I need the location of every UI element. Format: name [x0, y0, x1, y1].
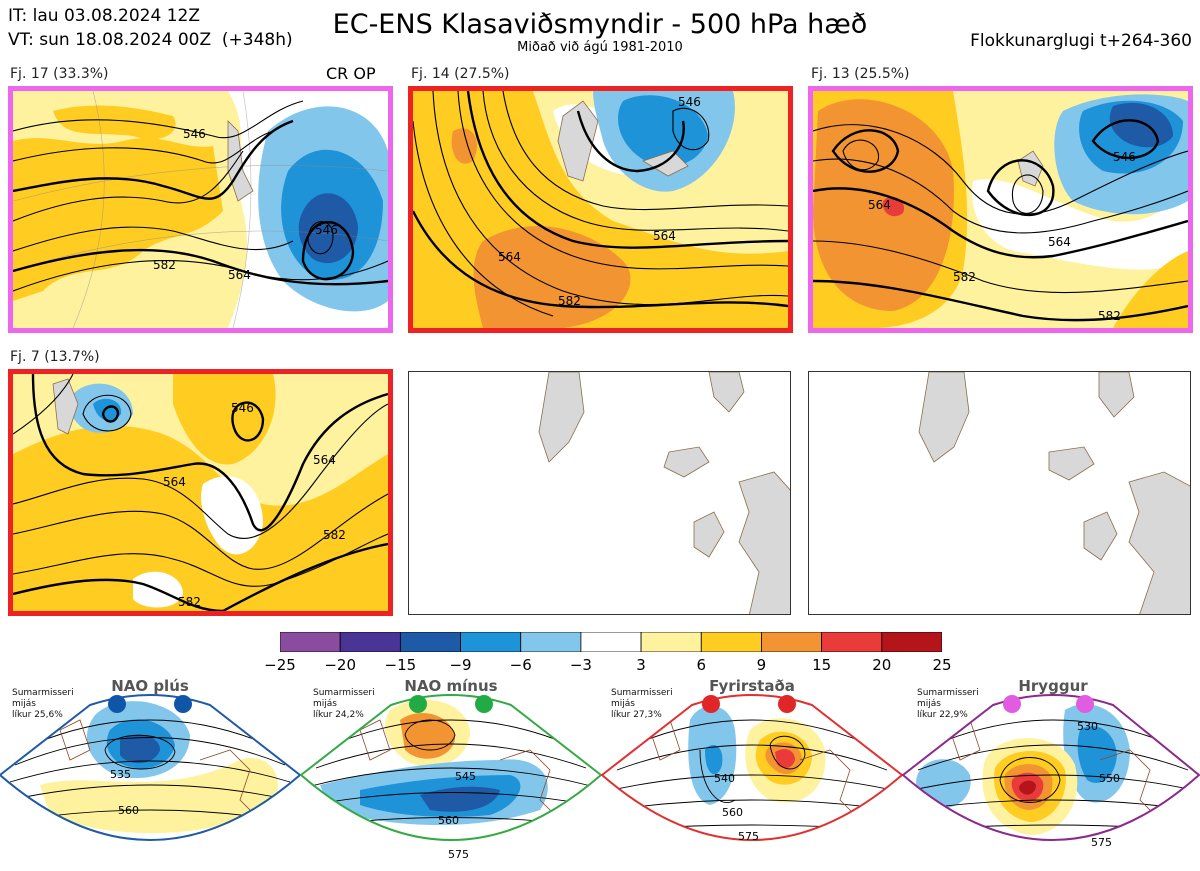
empty-map-1 — [408, 371, 791, 615]
regime-1-title: NAO plús — [111, 677, 189, 695]
regime-1-info: Sumarmisseri mijás líkur 25,6% — [12, 688, 74, 720]
contour-label: 564 — [498, 250, 521, 264]
contour-label: 545 — [455, 770, 476, 783]
regime-4-title: Hryggur — [1018, 677, 1088, 695]
colorbar-tick-label: −6 — [509, 656, 532, 674]
contour-label: 564 — [313, 453, 336, 467]
valid-time: VT: sun 18.08.2024 00Z (+348h) — [8, 30, 293, 50]
contour-label: 575 — [738, 830, 759, 843]
colorbar-segment — [580, 631, 642, 653]
regime-3-dot — [702, 695, 720, 713]
cluster-1-label: Fj. 17 (33.3%) — [10, 66, 109, 82]
regime-2-info: Sumarmisseri mijás líkur 24,2% — [313, 688, 375, 720]
regime-2-title: NAO mínus — [404, 677, 498, 695]
regime-1-dot — [174, 695, 192, 713]
colorbar-tick-label: 20 — [872, 656, 892, 674]
cluster-4-map: 564 564 582 582 546 — [8, 369, 393, 616]
contour-label: 564 — [228, 268, 251, 282]
regime-3-info: Sumarmisseri mijás líkur 27,3% — [611, 688, 673, 720]
colorbar-segment — [460, 631, 522, 653]
colorbar — [279, 631, 943, 653]
contour-label: 550 — [1099, 772, 1120, 785]
contour-label: 546 — [315, 223, 338, 237]
regime-2-dot — [409, 695, 427, 713]
colorbar-segment — [279, 631, 341, 653]
page-title: EC-ENS Klasaviðsmyndir - 500 hPa hæð — [332, 9, 868, 40]
contour-label: 564 — [868, 198, 891, 212]
init-time: IT: lau 03.08.2024 12Z — [8, 6, 200, 26]
colorbar-segment — [399, 631, 461, 653]
colorbar-segment — [520, 631, 582, 653]
contour-label: 560 — [118, 804, 139, 817]
cluster-3-map: 564 564 582 582 546 — [808, 86, 1193, 333]
contour-label: 582 — [323, 528, 346, 542]
colorbar-tick-label: 9 — [756, 656, 767, 674]
colorbar-tick-label: −3 — [569, 656, 592, 674]
regime-3-title: Fyrirstaða — [709, 677, 795, 695]
contour-label: 564 — [163, 475, 186, 489]
cluster-1-tag: CR OP — [326, 64, 376, 83]
colorbar-segment — [339, 631, 401, 653]
contour-label: 560 — [722, 806, 743, 819]
colorbar-tick-label: 25 — [932, 656, 952, 674]
contour-label: 582 — [953, 270, 976, 284]
colorbar-tick-label: 15 — [812, 656, 832, 674]
colorbar-tick-label: −9 — [449, 656, 472, 674]
contour-label: 582 — [558, 294, 581, 308]
colorbar-segment — [821, 631, 883, 653]
regime-4-info: Sumarmisseri mijás líkur 22,9% — [917, 688, 979, 720]
colorbar-tick-label: −15 — [384, 656, 417, 674]
contour-label: 546 — [183, 127, 206, 141]
colorbar-tick-label: −20 — [324, 656, 356, 674]
contour-label: 530 — [1077, 720, 1098, 733]
contour-label: 564 — [653, 229, 676, 243]
colorbar-tick-label: 3 — [636, 656, 646, 674]
contour-label: 560 — [438, 814, 459, 827]
regime-1-map — [0, 695, 300, 840]
cluster-1-map: 546 546 564 582 — [8, 86, 393, 333]
contour-label: 582 — [178, 595, 201, 609]
contour-label: 546 — [231, 401, 254, 415]
regime-maps: 535 560 545 560 575 540 560 — [0, 694, 1200, 861]
colorbar-segment — [700, 631, 762, 653]
cluster-2-map: 564 564 582 546 — [408, 86, 793, 333]
regime-2-dot — [475, 695, 493, 713]
regime-2-map — [301, 695, 601, 840]
header-info: IT: lau 03.08.2024 12Z VT: sun 18.08.202… — [8, 4, 293, 52]
contour-label: 582 — [1098, 309, 1121, 323]
contour-label: 546 — [1113, 150, 1136, 164]
cluster-4-label: Fj. 7 (13.7%) — [10, 349, 100, 365]
colorbar-segment — [881, 631, 943, 653]
page-subtitle: Miðað við ágú 1981-2010 — [517, 40, 683, 55]
regime-3-dot — [778, 695, 796, 713]
contour-label: 575 — [448, 848, 469, 861]
regime-1-dot — [108, 695, 126, 713]
empty-map-2 — [808, 371, 1191, 615]
cluster-window: Flokkunarglugi t+264-360 — [970, 31, 1192, 51]
contour-label: 582 — [153, 258, 176, 272]
contour-label: 546 — [678, 95, 701, 109]
contour-label: 564 — [1048, 235, 1071, 249]
colorbar-tick-label: 6 — [696, 656, 707, 674]
colorbar-tick-label: −25 — [264, 656, 296, 674]
regime-4-dot — [1003, 695, 1021, 713]
cluster-2-label: Fj. 14 (27.5%) — [411, 66, 510, 82]
contour-label: 575 — [1091, 836, 1112, 849]
colorbar-segment — [761, 631, 823, 653]
cluster-3-label: Fj. 13 (25.5%) — [811, 66, 910, 82]
regime-3-map — [602, 695, 902, 840]
contour-label: 535 — [110, 768, 131, 781]
colorbar-segment — [640, 631, 702, 653]
regime-4-dot — [1076, 695, 1094, 713]
regime-4-map — [903, 695, 1199, 840]
contour-label: 540 — [714, 772, 735, 785]
